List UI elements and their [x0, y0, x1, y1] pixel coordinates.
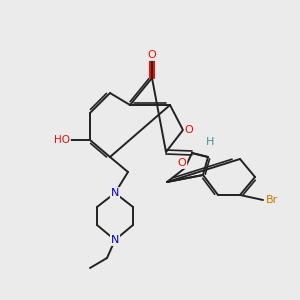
- Text: N: N: [111, 188, 119, 198]
- Text: Br: Br: [266, 195, 278, 205]
- Text: H: H: [206, 137, 214, 147]
- Text: HO: HO: [54, 135, 70, 145]
- Text: O: O: [184, 125, 194, 135]
- Text: O: O: [148, 50, 156, 60]
- Text: N: N: [111, 235, 119, 245]
- Text: O: O: [178, 158, 186, 168]
